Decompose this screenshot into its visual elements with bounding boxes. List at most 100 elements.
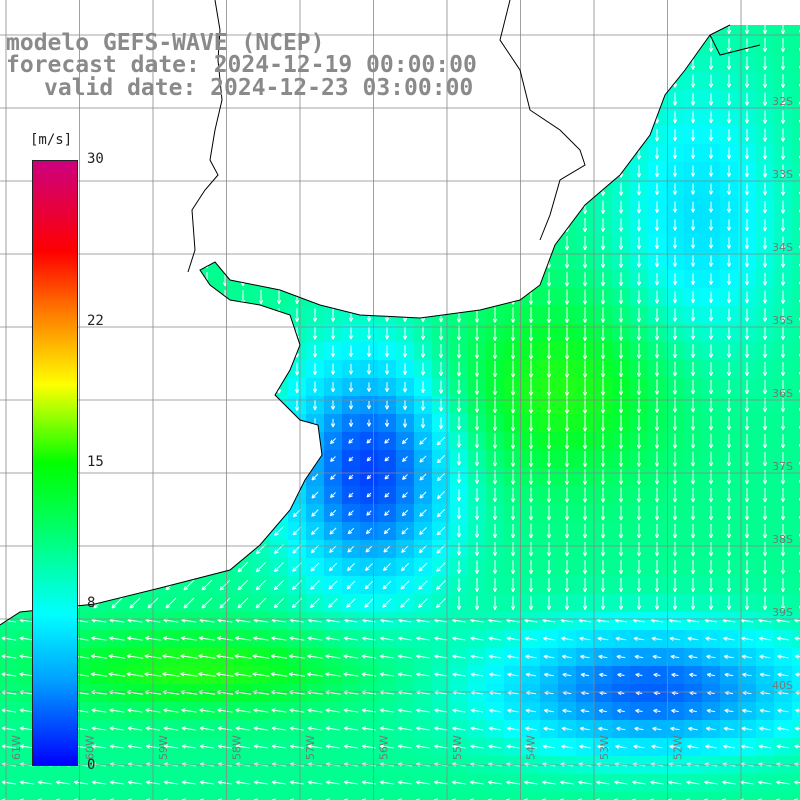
- colorbar: [32, 160, 78, 766]
- wind-arrow: [759, 654, 771, 659]
- wind-arrow: [129, 597, 141, 609]
- wind-arrow: [794, 726, 800, 731]
- wind-arrow: [510, 487, 516, 503]
- wind-arrow: [397, 654, 412, 659]
- wind-arrow: [705, 744, 717, 749]
- wind-arrow: [582, 596, 588, 610]
- wind-arrow: [456, 343, 462, 359]
- wind-arrow: [708, 415, 714, 431]
- wind-arrow: [780, 308, 786, 322]
- wind-arrow: [762, 164, 768, 178]
- wind-arrow: [687, 744, 699, 749]
- wind-arrow: [654, 505, 660, 521]
- wind-arrow: [762, 182, 768, 196]
- wind-arrow: [546, 289, 552, 305]
- wind-arrow: [726, 201, 732, 213]
- wind-arrow: [325, 780, 340, 785]
- wind-arrow: [162, 654, 180, 659]
- wind-arrow: [744, 542, 750, 557]
- wind-arrow: [528, 378, 534, 396]
- wind-arrow: [762, 38, 768, 53]
- wind-arrow: [726, 219, 732, 231]
- wind-arrow: [652, 654, 662, 660]
- wind-arrow: [507, 708, 519, 713]
- wind-arrow: [294, 308, 300, 322]
- wind-arrow: [543, 708, 554, 713]
- wind-arrow: [456, 398, 462, 413]
- wind-arrow: [325, 708, 341, 713]
- wind-arrow: [600, 487, 606, 503]
- wind-arrow: [420, 381, 426, 394]
- wind-arrow: [672, 165, 678, 177]
- wind-cell: [684, 792, 702, 800]
- wind-arrow: [288, 654, 305, 659]
- wind-arrow: [742, 708, 752, 713]
- wind-arrow: [780, 182, 786, 196]
- wind-arrow: [690, 433, 696, 449]
- wind-arrow: [744, 505, 750, 521]
- wind-arrow: [672, 129, 678, 142]
- wind-arrow: [163, 780, 178, 785]
- lon-label: 54W: [525, 735, 538, 760]
- wind-arrow: [780, 542, 786, 557]
- wind-arrow: [690, 165, 696, 177]
- lon-label: 57W: [304, 735, 317, 760]
- wind-arrow: [744, 308, 750, 322]
- wind-arrow: [795, 708, 800, 713]
- wind-arrow: [346, 563, 355, 572]
- wind-arrow: [73, 780, 88, 785]
- wind-arrow: [419, 473, 427, 481]
- wind-arrow: [633, 744, 645, 749]
- wind-arrow: [436, 508, 446, 518]
- wind-arrow: [127, 636, 143, 641]
- wind-arrow: [366, 400, 372, 410]
- wind-arrow: [183, 579, 195, 591]
- wind-arrow: [346, 580, 356, 590]
- wind-arrow: [528, 469, 534, 485]
- wind-arrow: [402, 381, 408, 393]
- wind-arrow: [762, 56, 768, 70]
- wind-arrow: [776, 636, 790, 641]
- wind-cell: [612, 792, 630, 800]
- wind-arrow: [706, 708, 716, 714]
- wind-arrow: [294, 362, 300, 376]
- wind-arrow: [109, 744, 125, 749]
- wind-arrow: [600, 307, 606, 323]
- wind-arrow: [578, 780, 592, 785]
- wind-arrow: [127, 780, 142, 785]
- wind-arrow: [109, 636, 125, 641]
- wind-arrow: [383, 545, 391, 553]
- wind-arrow: [780, 254, 786, 268]
- wind-arrow: [672, 415, 678, 431]
- wind-arrow: [672, 451, 678, 467]
- wind-arrow: [55, 780, 70, 785]
- wind-arrow: [636, 308, 642, 323]
- wind-arrow: [708, 505, 714, 521]
- wind-arrow: [436, 454, 446, 464]
- wind-cell: [792, 540, 800, 558]
- wind-arrow: [330, 456, 336, 462]
- wind-arrow: [528, 578, 534, 593]
- wind-arrow: [402, 363, 408, 375]
- wind-arrow: [366, 438, 372, 444]
- wind-arrow: [762, 146, 768, 160]
- wind-arrow: [636, 578, 642, 593]
- wind-cell: [234, 792, 252, 800]
- wind-arrow: [762, 524, 768, 539]
- wind-arrow: [744, 578, 750, 593]
- wind-arrow: [510, 433, 516, 450]
- wind-arrow: [418, 562, 428, 572]
- wind-arrow: [325, 636, 341, 641]
- wind-arrow: [380, 636, 394, 641]
- wind-arrow: [759, 672, 771, 677]
- wind-arrow: [510, 524, 516, 539]
- wind-arrow: [580, 672, 590, 678]
- wind-arrow: [510, 325, 516, 342]
- wind-arrow: [384, 382, 390, 393]
- wind-arrow: [401, 456, 408, 463]
- wind-arrow: [671, 708, 679, 714]
- wind-cell: [90, 792, 108, 800]
- wind-arrow: [163, 726, 179, 731]
- wind-arrow: [90, 654, 107, 659]
